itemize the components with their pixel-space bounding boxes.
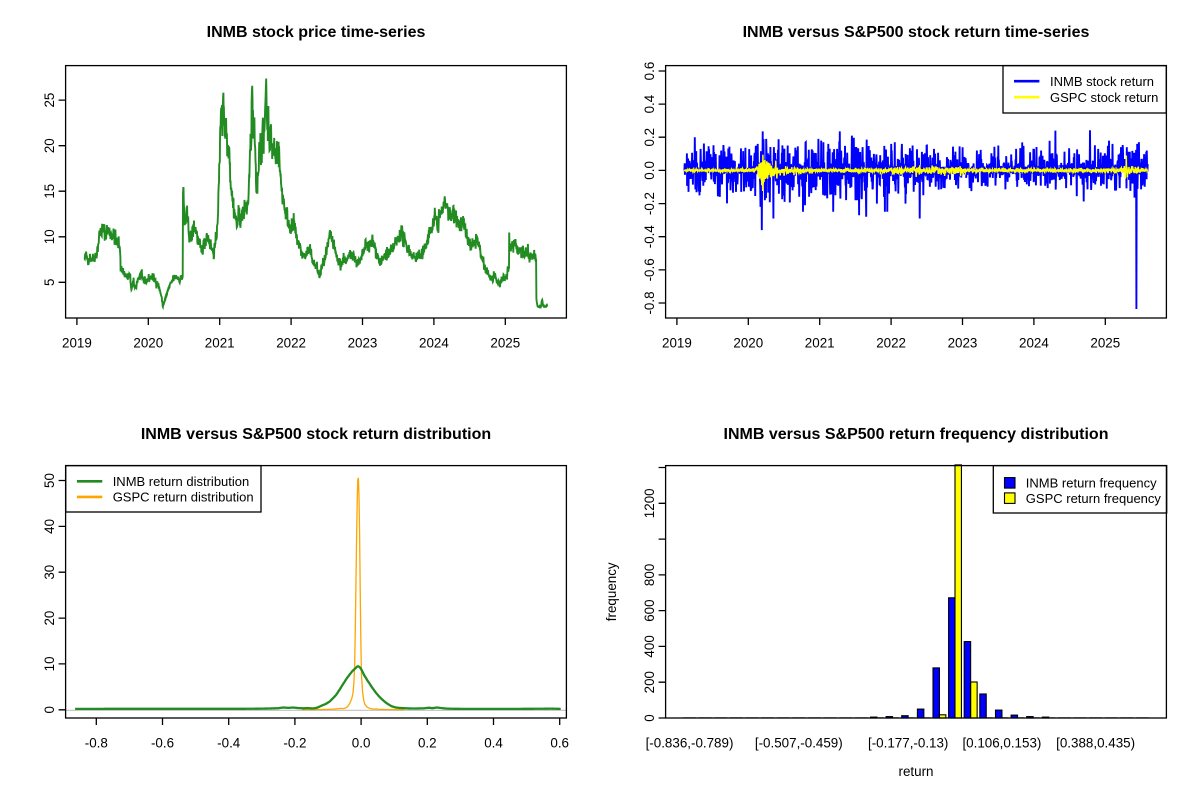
svg-text:2020: 2020 [733,336,763,351]
svg-text:2024: 2024 [419,336,449,351]
svg-text:INMB return distribution: INMB return distribution [113,474,250,489]
svg-text:[-0.836,-0.789): [-0.836,-0.789) [646,735,734,750]
svg-text:2022: 2022 [876,336,906,351]
svg-text:10: 10 [42,229,57,244]
svg-text:[0.106,0.153): [0.106,0.153) [962,735,1041,750]
svg-text:5: 5 [42,279,57,286]
svg-text:frequency: frequency [604,562,619,621]
svg-text:0.0: 0.0 [352,735,371,750]
svg-text:0.2: 0.2 [418,735,437,750]
svg-text:400: 400 [642,635,657,657]
svg-text:[-0.507,-0.459): [-0.507,-0.459) [755,735,843,750]
svg-text:-0.2: -0.2 [283,735,306,750]
svg-text:-0.2: -0.2 [642,192,657,215]
svg-text:0.2: 0.2 [642,128,657,147]
svg-text:40: 40 [42,519,57,534]
svg-text:2019: 2019 [62,336,92,351]
svg-text:2019: 2019 [662,336,692,351]
svg-text:15: 15 [42,184,57,199]
svg-text:20: 20 [42,611,57,626]
svg-text:600: 600 [642,599,657,621]
svg-text:return: return [899,764,934,779]
svg-text:20: 20 [42,138,57,153]
svg-text:-0.4: -0.4 [642,225,657,249]
svg-text:0.4: 0.4 [484,735,503,750]
svg-text:0.6: 0.6 [642,62,657,81]
svg-text:-0.6: -0.6 [151,735,174,750]
svg-text:2022: 2022 [276,336,306,351]
svg-text:2024: 2024 [1019,336,1049,351]
svg-text:0: 0 [42,706,57,713]
svg-text:2023: 2023 [348,336,378,351]
svg-text:200: 200 [642,671,657,693]
svg-text:GSPC stock return: GSPC stock return [1050,90,1158,105]
svg-text:30: 30 [42,565,57,580]
svg-text:GSPC return distribution: GSPC return distribution [113,490,254,505]
svg-text:2025: 2025 [490,336,520,351]
svg-text:2020: 2020 [133,336,163,351]
svg-text:INMB stock price time-series: INMB stock price time-series [207,24,426,41]
svg-text:2021: 2021 [805,336,835,351]
svg-text:INMB stock return: INMB stock return [1050,74,1154,89]
svg-text:-0.8: -0.8 [642,291,657,314]
svg-text:INMB return frequency: INMB return frequency [1026,476,1157,491]
svg-text:0: 0 [642,714,657,721]
svg-text:25: 25 [42,93,57,108]
svg-text:0.4: 0.4 [642,94,657,113]
svg-text:2021: 2021 [205,336,235,351]
svg-text:INMB versus S&P500 return freq: INMB versus S&P500 return frequency dist… [724,426,1109,443]
svg-text:0.0: 0.0 [642,161,657,180]
svg-text:0.6: 0.6 [550,735,569,750]
svg-text:50: 50 [42,473,57,488]
svg-text:1200: 1200 [642,488,657,518]
svg-text:2023: 2023 [948,336,978,351]
svg-text:-0.8: -0.8 [85,735,108,750]
svg-text:[0.388,0.435): [0.388,0.435) [1056,735,1135,750]
svg-text:10: 10 [42,656,57,671]
svg-text:GSPC return frequency: GSPC return frequency [1026,491,1162,506]
svg-text:-0.4: -0.4 [217,735,241,750]
svg-text:INMB versus S&P500 stock retur: INMB versus S&P500 stock return distribu… [141,426,491,443]
svg-text:INMB versus S&P500 stock retur: INMB versus S&P500 stock return time-ser… [743,24,1090,41]
svg-text:-0.6: -0.6 [642,258,657,281]
svg-text:[-0.177,-0.13): [-0.177,-0.13) [868,735,948,750]
svg-text:800: 800 [642,564,657,586]
svg-text:2025: 2025 [1090,336,1120,351]
